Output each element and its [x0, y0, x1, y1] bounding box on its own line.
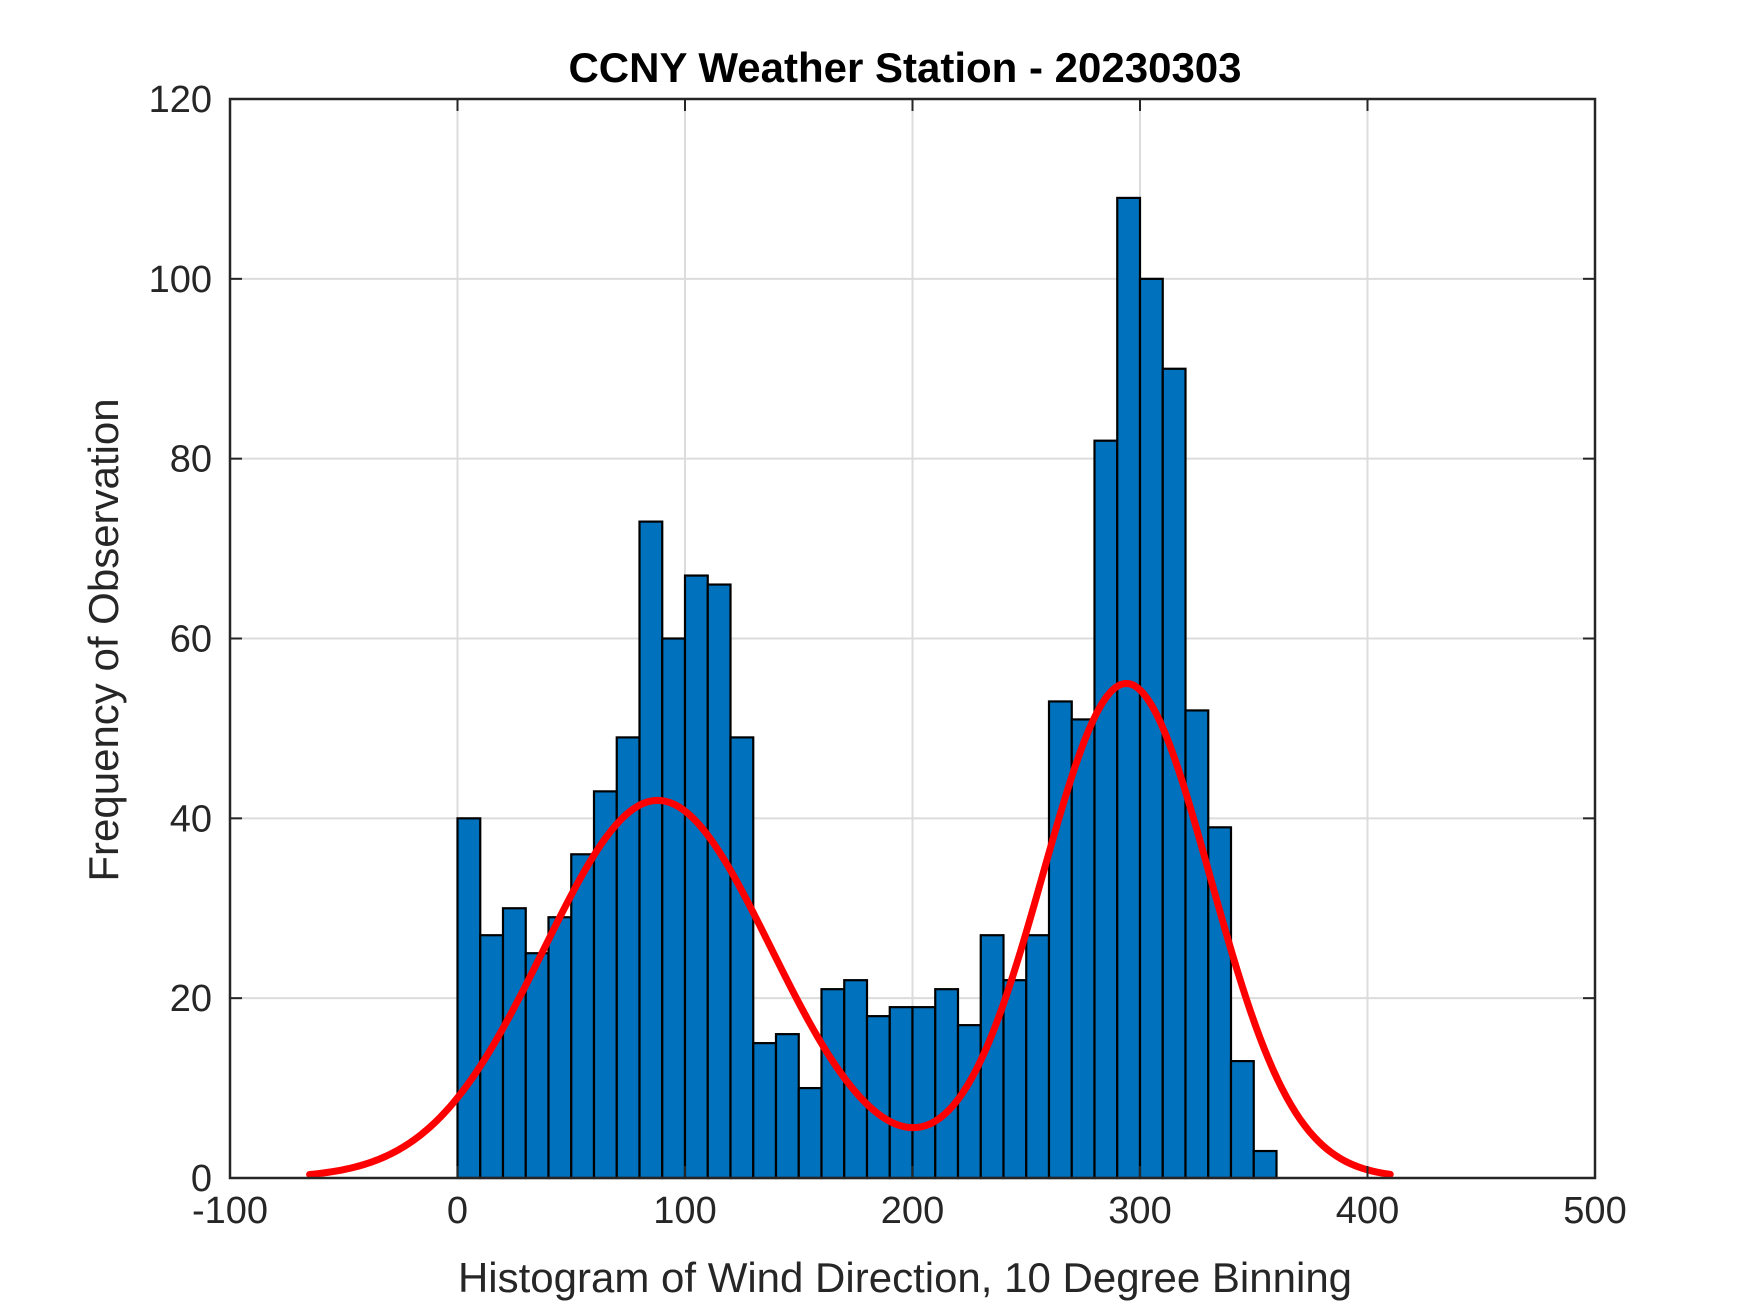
- y-tick-label: 120: [149, 79, 212, 121]
- histogram-bar: [1184, 709, 1210, 1180]
- fitted-curve: [306, 679, 1394, 1178]
- x-tick-label: 500: [1563, 1190, 1626, 1232]
- y-tick-label: 20: [170, 978, 212, 1020]
- x-tick-label: 400: [1336, 1190, 1399, 1232]
- histogram-bar: [820, 988, 846, 1180]
- histogram-bar: [706, 583, 732, 1180]
- histogram-bar: [1229, 1060, 1255, 1180]
- histogram-bar: [934, 988, 960, 1180]
- histogram-bar: [1093, 439, 1119, 1180]
- axis-ticks: [229, 98, 1596, 1179]
- x-tick-label: -100: [192, 1190, 268, 1232]
- histogram-bar: [501, 907, 527, 1180]
- fitted-curve-line: [306, 679, 1394, 1178]
- histogram-bar: [797, 1086, 823, 1180]
- histogram-bar: [1252, 1149, 1278, 1180]
- histogram-bar: [547, 916, 573, 1180]
- chart-title: CCNY Weather Station - 20230303: [568, 44, 1241, 91]
- histogram-bar: [638, 520, 664, 1180]
- histogram-bar: [524, 952, 550, 1180]
- histogram-bar: [774, 1033, 800, 1180]
- histogram-bar: [911, 1006, 937, 1180]
- x-tick-label: 100: [653, 1190, 716, 1232]
- histogram-bar: [570, 853, 596, 1180]
- histogram-bar: [1047, 700, 1073, 1180]
- y-tick-label: 40: [170, 798, 212, 840]
- x-tick-label: 200: [881, 1190, 944, 1232]
- histogram-bar: [956, 1024, 982, 1180]
- y-tick-label: 0: [191, 1158, 212, 1200]
- histogram-bar: [865, 1015, 891, 1180]
- x-tick-label: 300: [1108, 1190, 1171, 1232]
- y-axis-title: Frequency of Observation: [80, 398, 127, 881]
- y-tick-label: 60: [170, 619, 212, 661]
- histogram-bar: [888, 1006, 914, 1180]
- histogram-bar: [729, 736, 755, 1180]
- histogram-bar: [683, 574, 709, 1180]
- y-tick-label: 100: [149, 259, 212, 301]
- histogram-bar: [1002, 979, 1028, 1180]
- histogram-bar: [752, 1042, 778, 1180]
- x-axis-title: Histogram of Wind Direction, 10 Degree B…: [458, 1254, 1352, 1301]
- x-tick-label: 0: [447, 1190, 468, 1232]
- histogram-bar: [1025, 934, 1051, 1180]
- histogram-bar: [661, 637, 687, 1180]
- histogram-bar: [456, 817, 482, 1180]
- y-tick-label: 80: [170, 439, 212, 481]
- histogram-bar: [1070, 718, 1096, 1180]
